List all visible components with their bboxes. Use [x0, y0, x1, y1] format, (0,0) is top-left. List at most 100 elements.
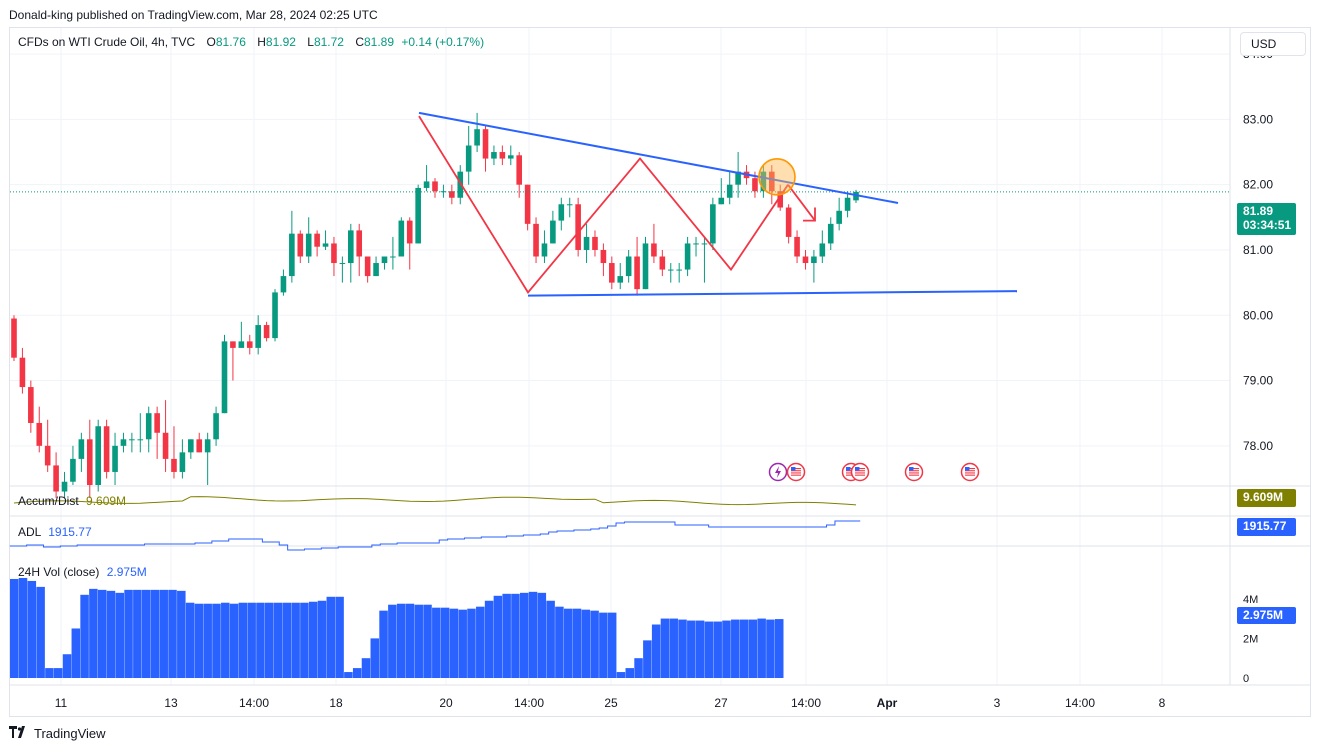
candle-body — [415, 187, 421, 244]
candle-body — [449, 191, 455, 198]
us-flag-stripe — [791, 472, 801, 474]
us-flag-stripe — [909, 472, 919, 474]
volume-series — [10, 577, 784, 678]
pane-separators — [10, 28, 1311, 686]
us-flag-stripe — [855, 474, 865, 476]
accum-dist-value: 9.609M — [86, 494, 127, 508]
us-flag-stripe — [965, 474, 975, 476]
low-label: L — [307, 35, 314, 49]
accum-dist-legend[interactable]: Accum/Dist 9.609M — [18, 494, 126, 508]
volume-value: 2.975M — [106, 565, 147, 579]
tradingview-brand[interactable]: TradingView — [9, 726, 106, 741]
time-tick-label: 3 — [994, 696, 1001, 710]
us-flag-canton — [965, 467, 970, 471]
us-flag-icon — [904, 462, 924, 482]
symbol-name: CFDs on WTI Crude Oil, 4h, TVC — [18, 35, 196, 49]
volume-bar — [643, 640, 652, 678]
volume-bar — [581, 609, 591, 678]
brand-name: TradingView — [34, 726, 106, 741]
us-flag-icon — [850, 462, 870, 482]
candle-body — [819, 243, 826, 257]
candle-body — [230, 341, 236, 348]
candle-body — [482, 129, 489, 159]
candle-body — [524, 184, 531, 224]
candle-body — [423, 181, 430, 188]
candle-body — [339, 263, 346, 265]
adl-badge-text: 1915.77 — [1243, 519, 1287, 533]
adl-legend[interactable]: ADL 1915.77 — [18, 525, 92, 539]
candle-body — [171, 458, 177, 472]
volume-bar — [238, 602, 248, 678]
event-markers — [768, 462, 980, 482]
accum-dist-badge — [1237, 489, 1296, 507]
candle-body — [196, 439, 203, 453]
volume-bar — [388, 604, 397, 678]
volume-bar — [229, 603, 239, 678]
candle-body — [356, 230, 363, 257]
candle-body — [617, 276, 624, 283]
candle-body — [246, 341, 253, 348]
volume-bar — [520, 592, 529, 678]
time-tick-label: 14:00 — [1065, 696, 1095, 710]
time-tick-label: Apr — [877, 696, 898, 710]
candle-body — [802, 256, 809, 264]
volume-bar — [18, 577, 28, 678]
symbol-legend[interactable]: CFDs on WTI Crude Oil, 4h, TVC O81.76 H8… — [18, 35, 484, 49]
candle-body — [836, 210, 842, 224]
close-label: C — [355, 35, 364, 49]
candle-body — [19, 357, 26, 388]
us-flag-canton — [855, 467, 860, 471]
volume-bar — [45, 668, 54, 678]
volume-bar — [326, 596, 336, 678]
volume-bar — [634, 658, 643, 678]
volume-legend[interactable]: 24H Vol (close) 2.975M — [18, 565, 147, 579]
candle-body — [129, 439, 135, 441]
candle-body — [474, 129, 480, 146]
candle-body — [364, 256, 371, 277]
volume-bar — [687, 620, 696, 678]
us-flag-stripe — [855, 468, 865, 470]
candle-body — [70, 458, 76, 482]
us-flag-stripe — [965, 472, 975, 474]
volume-bar — [599, 612, 608, 678]
volume-bar — [713, 621, 722, 678]
zigzag-pattern — [418, 115, 789, 294]
volume-bar — [352, 668, 362, 678]
candle-body — [348, 230, 354, 264]
candle-body — [390, 256, 396, 258]
price-tick-label: 83.00 — [1243, 112, 1273, 126]
candle-body — [95, 426, 101, 485]
candle-body — [693, 243, 699, 245]
volume-bar — [53, 668, 63, 678]
us-flag-stripe — [909, 470, 919, 472]
candle-body — [280, 276, 287, 293]
time-tick-label: 8 — [1159, 696, 1166, 710]
volume-bar — [757, 618, 766, 678]
volume-bar — [528, 591, 538, 678]
time-tick-label: 27 — [714, 696, 728, 710]
candle-body — [28, 387, 34, 423]
volume-bar — [722, 620, 731, 678]
volume-bar — [511, 593, 520, 678]
volume-bar — [159, 589, 168, 678]
candle-body — [381, 256, 388, 264]
candle-body — [550, 220, 556, 244]
candle-body — [566, 204, 573, 206]
volume-bar — [625, 668, 635, 678]
candle-body — [769, 171, 775, 192]
us-flag-stripe — [965, 468, 975, 470]
candle-body — [853, 191, 859, 201]
currency-button[interactable]: USD — [1240, 32, 1306, 56]
close-value: 81.89 — [364, 35, 395, 49]
candle-body — [558, 204, 565, 221]
candle-body — [188, 439, 194, 453]
publisher-header: Donald-king published on TradingView.com… — [9, 8, 378, 22]
open-value: 81.76 — [215, 35, 246, 49]
volume-bar — [256, 602, 265, 678]
volume-bar — [203, 603, 212, 678]
adl-name: ADL — [18, 525, 41, 539]
volume-bar — [704, 621, 714, 678]
candle-body — [322, 243, 329, 247]
